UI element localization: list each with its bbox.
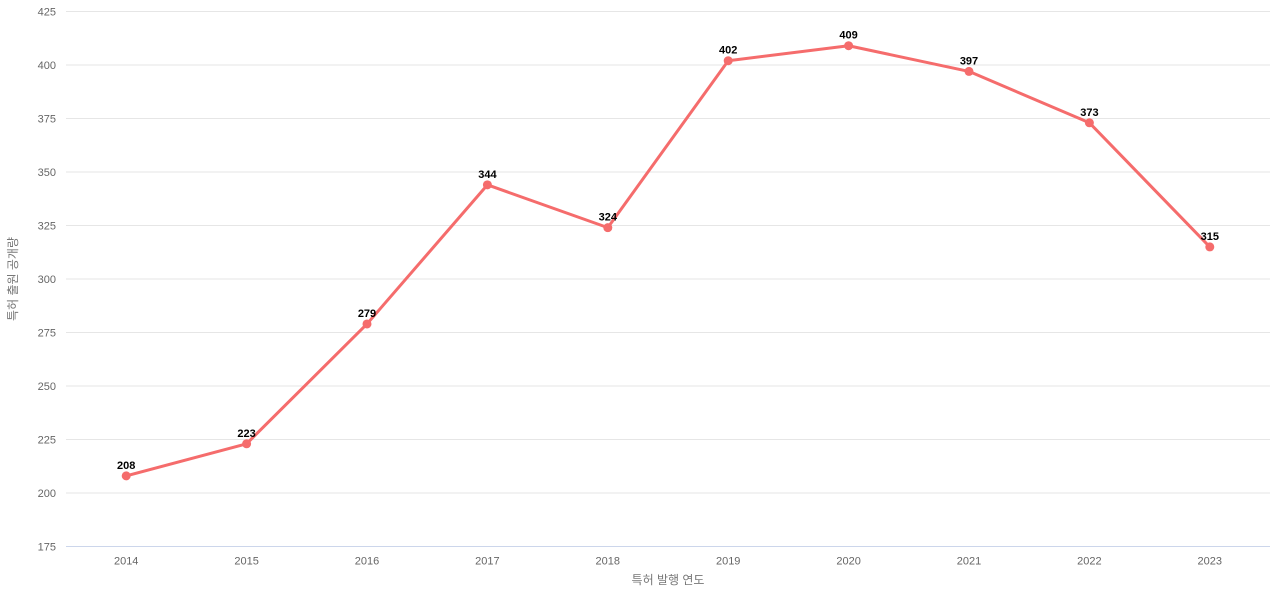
x-axis-title: 특허 발행 연도 xyxy=(632,572,705,587)
data-point-labels: 208 223 279 344 324 402 409 397 373 315 xyxy=(117,30,1219,472)
data-point[interactable] xyxy=(1205,242,1215,252)
data-point-label: 324 xyxy=(599,212,618,224)
y-tick-label: 300 xyxy=(38,274,56,286)
y-tick-label: 425 xyxy=(38,7,56,19)
x-tick-label: 2023 xyxy=(1198,556,1222,568)
data-point[interactable] xyxy=(1084,118,1094,128)
y-tick-label: 400 xyxy=(38,60,56,72)
data-point-label: 402 xyxy=(719,45,737,57)
x-tick-label: 2018 xyxy=(596,556,620,568)
data-point[interactable] xyxy=(242,439,252,449)
data-point[interactable] xyxy=(603,223,613,233)
data-point[interactable] xyxy=(121,471,131,481)
gridlines xyxy=(66,11,1270,547)
y-axis-title: 특허 출원 공개량 xyxy=(6,237,20,321)
data-point-label: 397 xyxy=(960,55,978,67)
data-point[interactable] xyxy=(964,66,974,76)
x-tick-label: 2022 xyxy=(1077,556,1101,568)
data-point[interactable] xyxy=(844,41,854,51)
data-point-label: 344 xyxy=(478,169,497,181)
y-tick-label: 200 xyxy=(38,488,56,500)
x-tick-label: 2016 xyxy=(355,556,379,568)
y-tick-label: 175 xyxy=(38,542,56,554)
y-tick-label: 325 xyxy=(38,221,56,233)
data-point-label: 208 xyxy=(117,460,135,472)
data-point-label: 315 xyxy=(1201,231,1219,243)
data-point[interactable] xyxy=(482,180,492,190)
x-tick-label: 2017 xyxy=(475,556,499,568)
series-line xyxy=(124,44,1212,478)
x-tick-label: 2021 xyxy=(957,556,981,568)
y-tick-label: 350 xyxy=(38,167,56,179)
y-tick-label: 275 xyxy=(38,328,56,340)
x-axis-tick-labels: 2014 2015 2016 2017 2018 2019 2020 2021 2022 2023 xyxy=(114,556,1222,568)
y-axis-tick-labels: 175 200 225 250 275 300 325 350 375 400 425 xyxy=(38,7,56,554)
data-point[interactable] xyxy=(362,319,372,329)
y-tick-label: 375 xyxy=(38,114,56,126)
series-group xyxy=(121,41,1215,481)
x-tick-label: 2015 xyxy=(234,556,258,568)
x-tick-label: 2020 xyxy=(836,556,860,568)
data-point-label: 279 xyxy=(358,308,376,320)
data-point-label: 373 xyxy=(1080,107,1098,119)
x-tick-label: 2014 xyxy=(114,556,138,568)
y-tick-label: 250 xyxy=(38,381,56,393)
y-tick-label: 225 xyxy=(38,435,56,447)
x-tick-label: 2019 xyxy=(716,556,740,568)
data-point[interactable] xyxy=(723,56,733,66)
data-point-label: 409 xyxy=(839,30,857,42)
data-point-label: 223 xyxy=(237,428,255,440)
